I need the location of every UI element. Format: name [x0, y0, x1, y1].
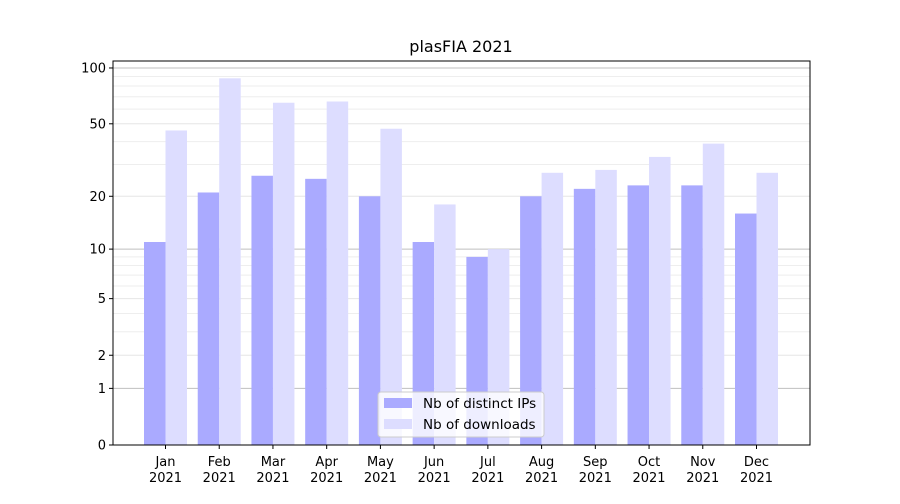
bar-downloads	[434, 204, 456, 445]
bar-ips	[144, 241, 166, 445]
bars	[144, 78, 778, 446]
x-tick-label: May 2021	[364, 455, 397, 486]
legend-box	[377, 391, 545, 438]
x-tick-label: Aug 2021	[525, 455, 558, 486]
bar-downloads	[219, 78, 241, 445]
y-tick-label: 20	[89, 190, 106, 205]
bar-ips	[627, 185, 650, 445]
bar-ips	[197, 192, 220, 445]
legend-label-ips: Nb of distinct IPs	[423, 396, 536, 412]
bar-ips	[251, 175, 273, 445]
bar-ips	[735, 213, 757, 445]
bar-downloads	[272, 102, 295, 446]
y-tick-label: 50	[89, 117, 106, 132]
x-tick-label: Sep 2021	[579, 455, 612, 486]
y-axis: 0 1 2 5 10 20 50 100	[81, 61, 113, 454]
bar-downloads	[649, 156, 671, 446]
bar-ips	[573, 188, 596, 446]
x-tick-label: Jun 2021	[418, 455, 451, 486]
x-tick-label: Mar 2021	[256, 455, 289, 486]
bar-ips	[358, 196, 381, 445]
y-tick-label: 0	[98, 439, 106, 454]
y-tick-label: 5	[98, 292, 106, 307]
bar-downloads	[326, 101, 349, 445]
bar-ips	[520, 196, 542, 445]
bar-downloads	[702, 143, 725, 446]
x-tick-label: Jul 2021	[471, 455, 504, 486]
bar-downloads	[541, 172, 564, 446]
plot-frame	[112, 60, 811, 446]
bar-downloads	[756, 172, 778, 446]
bar-ips	[305, 178, 327, 445]
x-tick-label: Oct 2021	[632, 455, 665, 486]
x-tick-label: Feb 2021	[203, 455, 236, 486]
x-tick-label: Apr 2021	[310, 455, 343, 486]
legend-label-downloads: Nb of downloads	[423, 417, 536, 433]
legend-swatch-downloads	[384, 419, 412, 429]
y-tick-label: 1	[98, 382, 106, 397]
x-axis: Jan 2021 Feb 2021 Mar 2021 Apr 2021 May 2021 Jun 20…	[149, 445, 773, 486]
chart-title: plasFIA 2021	[409, 37, 512, 56]
legend: Nb of distinct IPs Nb of downloads	[377, 391, 545, 438]
legend-swatch-ips	[384, 398, 412, 408]
x-tick-label: Dec 2021	[740, 455, 773, 486]
y-tick-label: 10	[89, 243, 106, 258]
bar-downloads	[380, 128, 402, 446]
y-tick-label: 2	[98, 349, 106, 364]
bar-downloads	[595, 169, 617, 445]
y-tick-label: 100	[81, 61, 106, 76]
bar-ips	[681, 185, 703, 445]
x-tick-label: Jan 2021	[149, 455, 182, 486]
x-tick-label: Nov 2021	[686, 455, 719, 486]
bar-downloads	[165, 130, 187, 445]
